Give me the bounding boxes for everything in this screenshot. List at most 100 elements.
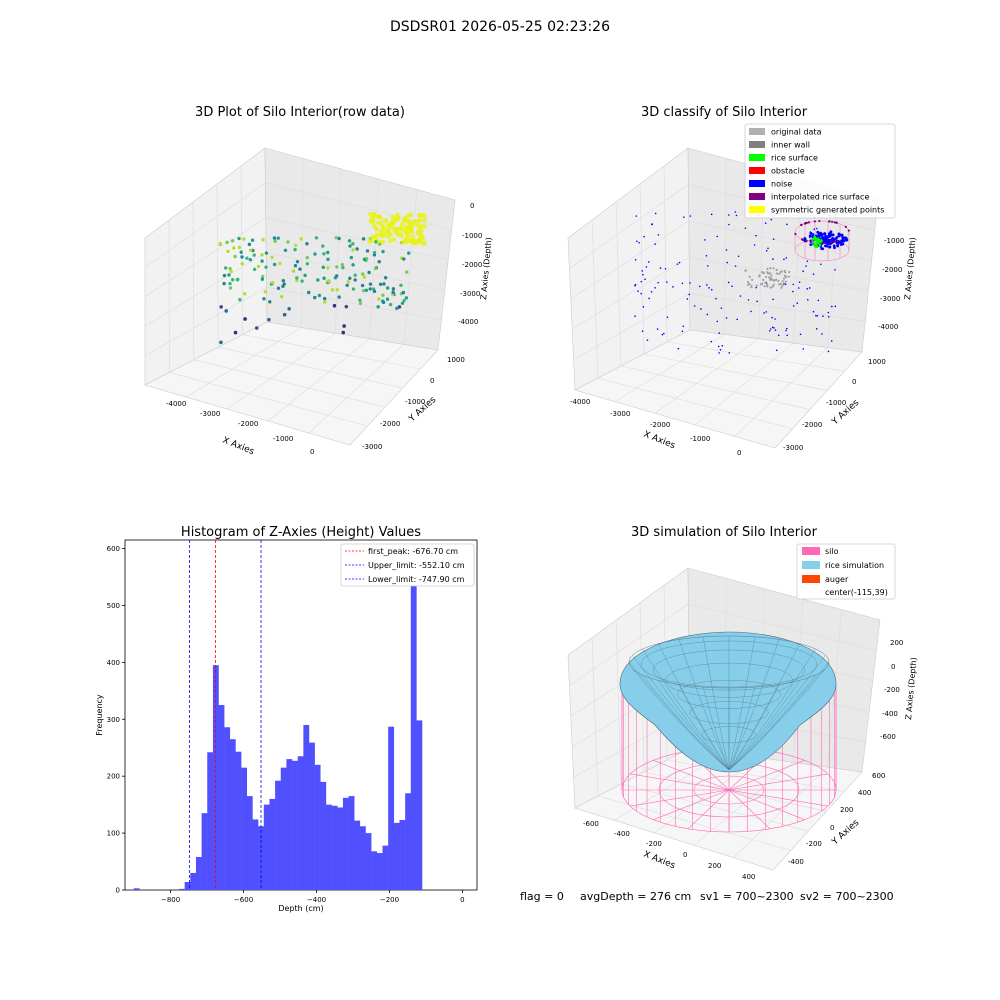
raw-point bbox=[368, 287, 372, 291]
raw-point bbox=[381, 293, 385, 297]
figure-title: DSDSR01 2026-05-25 02:23:26 bbox=[390, 19, 610, 35]
legend-auger: auger bbox=[825, 575, 849, 584]
classify-point-noise-cluster bbox=[827, 239, 831, 243]
classify-point-noise bbox=[785, 257, 788, 259]
pane-gridline bbox=[267, 338, 370, 422]
classify-point-noise bbox=[816, 315, 819, 317]
classify-point-noise bbox=[689, 215, 692, 217]
classify-point-noise bbox=[710, 213, 713, 216]
raw-point bbox=[262, 297, 266, 301]
classify-point-noise bbox=[638, 241, 640, 244]
classify-point-interpolated bbox=[836, 239, 839, 243]
raw-point bbox=[386, 286, 390, 290]
classify-legend: original data inner wall rice surface obsta… bbox=[744, 123, 896, 219]
raw-point bbox=[305, 262, 310, 266]
histogram-bar bbox=[224, 727, 231, 890]
classify-point-noise-cluster bbox=[836, 244, 839, 248]
classify-point-rice-surface bbox=[811, 237, 815, 241]
raw-x-tick: -3000 bbox=[200, 410, 220, 418]
classify-point-noise bbox=[634, 259, 637, 261]
rice-mesh-meridian bbox=[678, 639, 730, 771]
raw-point bbox=[238, 298, 242, 302]
raw-point-deep bbox=[219, 305, 223, 309]
classify-legend-label: symmetric generated points bbox=[771, 206, 884, 215]
pane-gridline bbox=[654, 338, 759, 414]
raw-point bbox=[381, 300, 386, 305]
classify-legend-label: interpolated rice surface bbox=[771, 193, 869, 202]
raw-point-surface bbox=[404, 235, 410, 240]
classify-point-noise bbox=[642, 273, 644, 276]
classify-point-noise bbox=[734, 211, 737, 213]
raw-gridlines bbox=[144, 158, 452, 434]
classify-point-noise bbox=[718, 332, 721, 334]
classify-point-original bbox=[747, 280, 750, 284]
classify-point-noise bbox=[719, 348, 722, 351]
raw-z-tick: 0 bbox=[470, 202, 474, 210]
classify-point-original bbox=[761, 271, 764, 274]
classify-point-noise bbox=[827, 311, 830, 314]
classify-point-original bbox=[781, 284, 784, 287]
classify-point-original bbox=[750, 278, 754, 281]
rice-mesh-meridian bbox=[678, 684, 730, 771]
histogram-legend: first_peak: -676.70 cm Upper_limit: -552… bbox=[340, 543, 475, 587]
classify-point-noise bbox=[750, 310, 752, 313]
pane-gridline bbox=[694, 342, 794, 426]
raw-point-surface bbox=[395, 215, 401, 220]
pane-gridline bbox=[569, 184, 689, 269]
classify-point-noise bbox=[666, 281, 668, 283]
histogram-bar bbox=[348, 796, 355, 890]
raw-point-deep bbox=[267, 317, 271, 322]
raw-x-axis-label: X Axies bbox=[221, 436, 256, 458]
pane-gridline bbox=[240, 165, 243, 335]
raw-point bbox=[385, 297, 390, 301]
classify-point-interpolated bbox=[822, 241, 825, 245]
panel-simulation-3d: 3D simulation of Silo Interior -600 -400… bbox=[567, 525, 918, 881]
raw-point bbox=[252, 253, 256, 257]
raw-point-deep bbox=[342, 324, 346, 328]
raw-point bbox=[326, 279, 331, 284]
panel-raw-3d-scatter: 3D Plot of Silo Interior(row data) -4000… bbox=[144, 105, 493, 458]
classify-point-interpolated bbox=[833, 240, 837, 243]
classify-point-noise bbox=[765, 249, 768, 252]
classify-point-original bbox=[775, 272, 779, 275]
classify-point-noise-cluster bbox=[819, 231, 823, 235]
raw-point bbox=[377, 260, 381, 264]
classify-point-noise bbox=[771, 326, 774, 329]
raw-point bbox=[405, 270, 409, 274]
raw-point bbox=[353, 273, 357, 277]
raw-point bbox=[383, 276, 388, 280]
raw-point-deep bbox=[233, 330, 238, 335]
raw-z-ticks: 0 -1000 -2000 -3000 -4000 bbox=[458, 202, 482, 326]
silo-floor-spoke bbox=[728, 789, 828, 807]
raw-point-surface bbox=[418, 217, 423, 223]
classify-legend-swatch bbox=[749, 167, 765, 174]
classify-x-tick: -2000 bbox=[650, 421, 670, 429]
classify-point-noise bbox=[802, 270, 804, 273]
simulation-z-tick: 0 bbox=[891, 663, 895, 671]
raw-point-surface bbox=[390, 214, 395, 219]
histogram-y-tick-label: 100 bbox=[107, 830, 120, 838]
histogram-y-tick-label: 200 bbox=[107, 773, 120, 781]
classify-point-noise bbox=[806, 298, 809, 301]
classify-z-tick: -4000 bbox=[878, 323, 898, 331]
legend-swatch-auger bbox=[802, 575, 820, 583]
simulation-silo-wireframe bbox=[621, 685, 837, 833]
raw-point bbox=[335, 288, 339, 292]
rice-mesh-meridian bbox=[728, 648, 816, 771]
classify-point-noise bbox=[734, 265, 737, 267]
raw-point-surface bbox=[390, 221, 395, 226]
raw-point-surface bbox=[420, 235, 426, 241]
classify-point-original bbox=[787, 275, 790, 278]
raw-x-tick: 0 bbox=[310, 448, 314, 456]
simulation-z-tick: -600 bbox=[880, 733, 896, 741]
histogram-bar bbox=[410, 559, 417, 890]
raw-point bbox=[314, 236, 319, 240]
raw-point bbox=[378, 282, 383, 287]
classify-point-noise bbox=[767, 247, 769, 250]
pane-gridline bbox=[591, 219, 599, 379]
classify-point-interpolated bbox=[794, 232, 797, 236]
histogram-x-tick-label: −200 bbox=[380, 896, 399, 904]
classify-scatter-points bbox=[634, 211, 850, 354]
raw-z-tick: -1000 bbox=[462, 232, 482, 240]
classify-point-noise-cluster bbox=[821, 247, 825, 251]
